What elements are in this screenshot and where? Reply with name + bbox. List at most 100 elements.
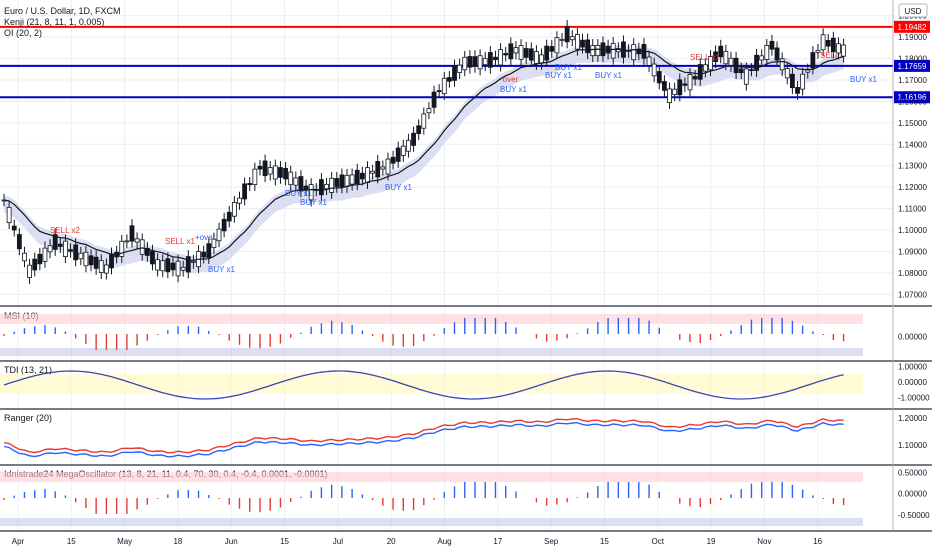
candle-body [702, 64, 708, 72]
candle-body [201, 251, 207, 258]
candle-body [88, 255, 94, 266]
signal-label: BUY x1 [385, 183, 413, 192]
candle-body [569, 36, 575, 41]
lower-zone [0, 518, 863, 526]
candle-body [810, 52, 816, 69]
candle-body [728, 57, 734, 67]
candle-body [795, 87, 800, 94]
time-tick-label: Apr [12, 537, 25, 546]
indicator-band [4, 44, 844, 274]
pane-tick-label: 1.00000 [898, 363, 927, 372]
signal-label: SELL x2 [50, 226, 80, 235]
upper-zone [0, 472, 863, 482]
candle-body [103, 264, 109, 274]
candle-body [380, 166, 386, 170]
candle-body [150, 250, 155, 265]
candles [1, 20, 846, 284]
candle-body [462, 56, 468, 71]
candle-body [221, 218, 227, 232]
price-tick-label: 1.11000 [898, 205, 927, 214]
horizontal-levels: 1.19482 1.17659 1.16196 [0, 20, 930, 104]
candle-body [272, 165, 278, 180]
candle-body [441, 77, 447, 95]
candle-body [841, 44, 846, 57]
pane-label: Ranger (20) [4, 413, 52, 423]
candle-body [47, 245, 53, 253]
candle-body [631, 44, 637, 61]
price-axis: 1.20000 1.19000 1.18000 1.17000 1.16000 1.150… [892, 0, 927, 530]
candle-body [57, 243, 63, 247]
time-tick-label: 20 [387, 537, 396, 546]
time-tick-label: 19 [707, 537, 716, 546]
overlay-label-oi: OI (20, 2) [4, 28, 42, 38]
candle-body [534, 51, 539, 64]
candle-body [554, 37, 560, 54]
time-tick-label: May [117, 537, 132, 546]
candle-body [406, 139, 411, 152]
price-tick-label: 1.15000 [898, 119, 927, 128]
candle-body [119, 240, 125, 257]
candle-body [518, 45, 524, 60]
candle-body [339, 174, 345, 188]
time-tick-label: Oct [652, 537, 665, 546]
lower-zone [0, 348, 863, 356]
candle-body [836, 43, 841, 54]
upper-zone [0, 314, 863, 324]
candle-body [503, 53, 509, 56]
candle-body [211, 238, 217, 248]
candle-body [539, 54, 544, 64]
candle-body [610, 43, 616, 59]
level-label: 1.19482 [898, 23, 927, 32]
price-tick-label: 1.08000 [898, 269, 927, 278]
pane-tick-label: 1.20000 [898, 414, 927, 423]
candle-body [27, 264, 32, 278]
candle-body [743, 68, 749, 85]
time-tick-label: Jun [225, 537, 238, 546]
candle-body [452, 65, 457, 81]
price-tick-label: 1.12000 [898, 183, 927, 192]
legend: Euro / U.S. Dollar, 1D, FXCM Kenji (21, … [4, 6, 121, 38]
candle-body [764, 45, 770, 61]
candle-body [411, 132, 416, 146]
candle-body [559, 38, 565, 41]
candle-body [98, 260, 104, 274]
pane-tick-label: 0.00000 [898, 378, 927, 387]
candle-body [155, 259, 160, 271]
level-badge [894, 20, 930, 33]
candle-body [329, 177, 335, 193]
candle-body [769, 40, 775, 50]
currency-label: USD [905, 7, 922, 16]
candle-body [656, 71, 662, 84]
candle-body [825, 39, 831, 47]
signal-label: SELL x1 [165, 237, 195, 246]
candle-body [247, 183, 253, 186]
candle-body [697, 64, 703, 80]
time-tick-label: 18 [173, 537, 182, 546]
candle-body [467, 56, 473, 68]
level-badge [894, 59, 930, 72]
candle-body [667, 88, 672, 103]
candle-body [477, 55, 483, 70]
candle-body [446, 77, 452, 82]
candle-body [385, 158, 391, 175]
candle-body [646, 56, 652, 66]
candle-body [508, 43, 514, 60]
candle-body [580, 39, 585, 48]
candle-body [754, 54, 759, 71]
candle-body [815, 50, 821, 53]
candle-body [672, 88, 678, 95]
signal-label: SELL x1 [690, 53, 720, 62]
candle-body [820, 34, 826, 51]
time-tick-label: Jul [333, 537, 343, 546]
candle-body [170, 262, 176, 271]
candle-body [237, 197, 242, 204]
ranger-upper [3, 417, 844, 454]
candle-body [513, 47, 519, 54]
signal-label: BUY x1 [285, 189, 313, 198]
candle-body [692, 76, 698, 80]
price-tick-label: 1.14000 [898, 140, 927, 149]
price-tick-label: 1.18000 [898, 55, 927, 64]
candle-body [283, 168, 288, 180]
